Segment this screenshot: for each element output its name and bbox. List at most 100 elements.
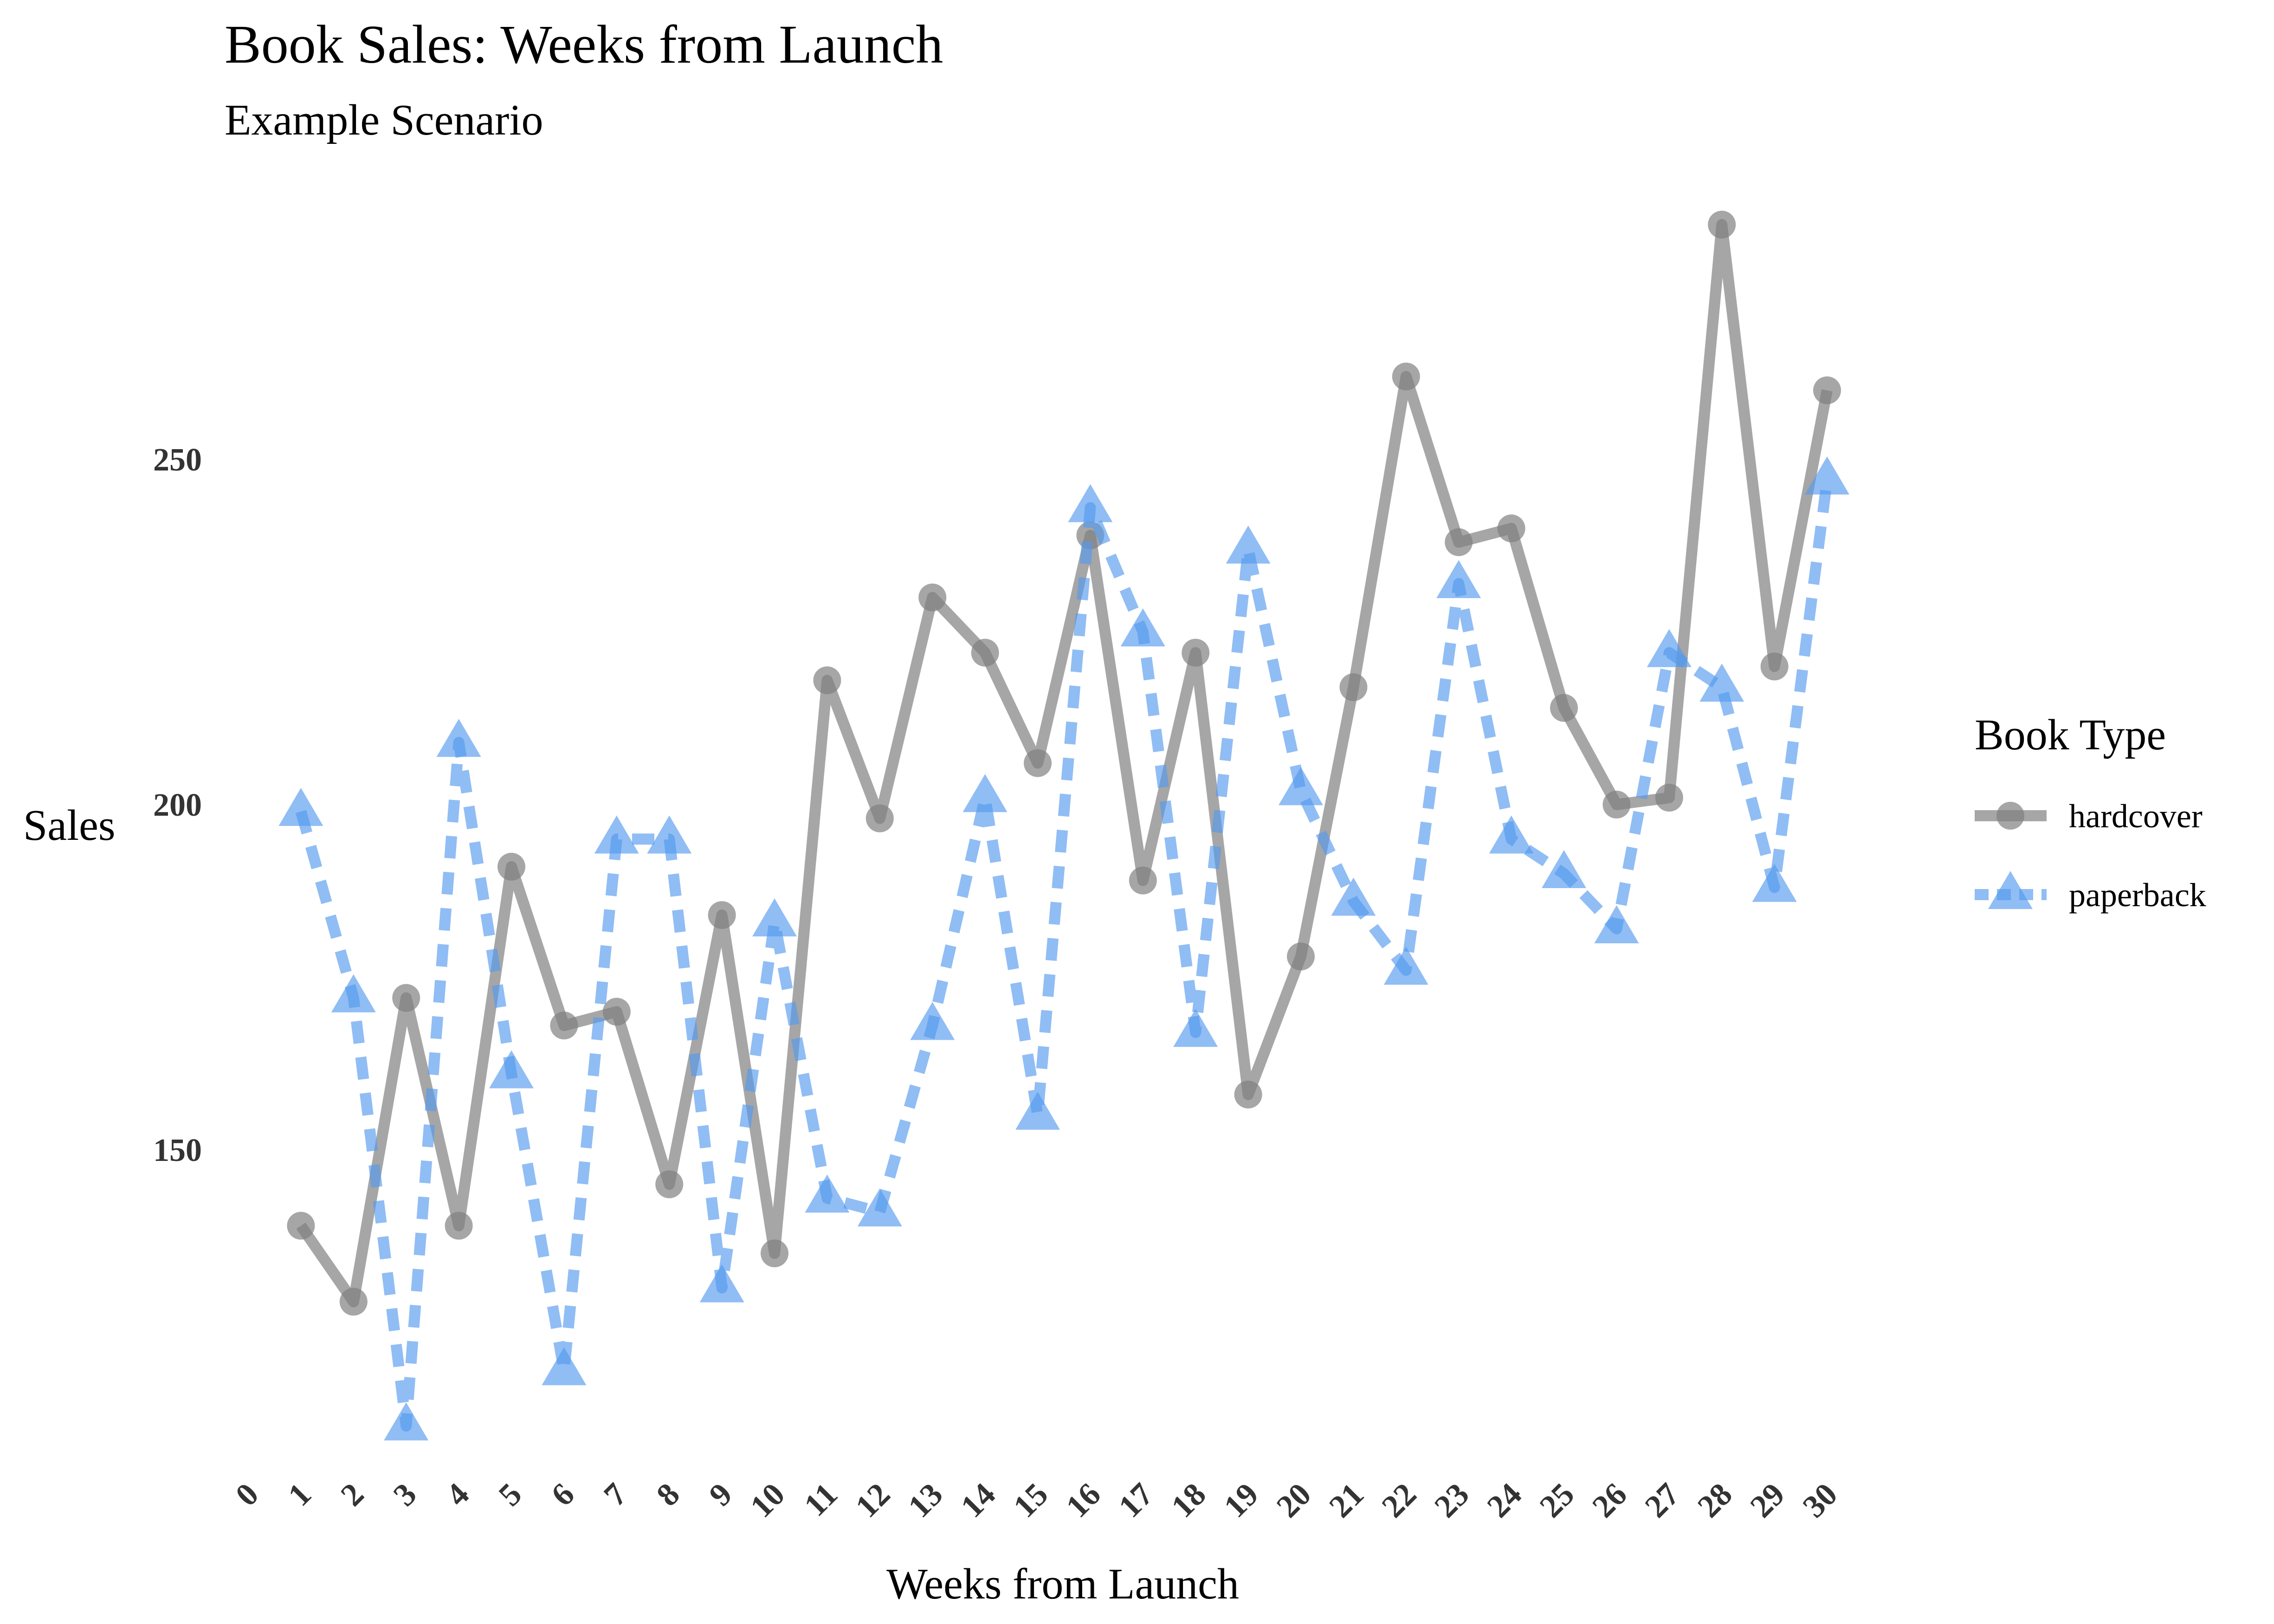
data-point-paperback: [1279, 767, 1323, 806]
x-tick-label: 25: [1533, 1476, 1581, 1525]
x-tick-label: 1: [282, 1476, 318, 1513]
x-tick-label: 23: [1428, 1476, 1476, 1525]
x-tick-label: 2: [334, 1476, 371, 1513]
data-point-paperback: [1542, 850, 1586, 888]
data-point-hardcover: [1445, 528, 1473, 556]
data-point-hardcover: [813, 666, 841, 695]
data-point-hardcover: [1760, 652, 1789, 681]
data-point-hardcover: [1602, 791, 1631, 818]
data-point-paperback: [436, 719, 481, 757]
data-point-paperback: [1699, 664, 1744, 702]
data-point-paperback: [1752, 864, 1797, 902]
data-point-hardcover: [1024, 749, 1052, 777]
x-axis-title: Weeks from Launch: [886, 1560, 1239, 1608]
chart-subtitle: Example Scenario: [225, 96, 543, 144]
x-tick-label: 13: [902, 1476, 950, 1525]
data-point-hardcover: [1182, 638, 1210, 667]
data-point-hardcover: [1655, 784, 1683, 812]
series-line-paperback: [295, 479, 1833, 1432]
x-tick-label: 9: [703, 1476, 739, 1513]
data-point-hardcover: [550, 1012, 578, 1040]
legend-label: paperback: [2069, 876, 2206, 914]
x-tick-label: 20: [1270, 1476, 1318, 1525]
series-line-hardcover: [296, 219, 1833, 1308]
data-point-hardcover: [1497, 514, 1525, 542]
data-point-paperback: [910, 1002, 955, 1040]
data-point-paperback: [1647, 629, 1692, 667]
x-tick-label: 21: [1323, 1476, 1371, 1525]
x-tick-label: 10: [743, 1476, 792, 1525]
x-tick-label: 29: [1744, 1476, 1792, 1525]
data-point-paperback: [278, 788, 323, 826]
data-point-hardcover: [1234, 1080, 1262, 1108]
data-point-hardcover: [1550, 694, 1578, 722]
data-point-paperback: [1594, 905, 1639, 943]
data-point-paperback: [384, 1402, 429, 1441]
x-tick-label: 30: [1796, 1476, 1844, 1525]
data-point-paperback: [594, 815, 639, 854]
legend-items: hardcover paperback: [1975, 798, 2206, 914]
data-point-paperback: [647, 815, 692, 854]
data-point-paperback: [1120, 608, 1165, 647]
data-point-paperback: [1489, 815, 1534, 854]
data-point-paperback: [1436, 560, 1481, 598]
data-point-hardcover: [602, 998, 631, 1026]
y-tick-label: 150: [153, 1133, 202, 1168]
data-point-paperback: [1015, 1091, 1060, 1130]
x-tick-label: 7: [597, 1476, 634, 1513]
x-tick-label: 11: [797, 1476, 844, 1523]
x-tick-label: 16: [1059, 1476, 1108, 1525]
data-point-hardcover: [655, 1170, 684, 1199]
legend-label: hardcover: [2069, 798, 2203, 835]
x-tick-label: 26: [1586, 1476, 1634, 1525]
data-point-hardcover: [392, 984, 420, 1012]
data-point-paperback: [699, 1264, 744, 1302]
x-tick-label: 8: [650, 1476, 686, 1513]
data-point-paperback: [963, 774, 1008, 812]
legend-key-marker: [1996, 802, 2024, 830]
series-hardcover: [287, 211, 1841, 1316]
data-point-hardcover: [1708, 211, 1736, 239]
data-point-hardcover: [1339, 673, 1368, 702]
x-tick-label: 19: [1217, 1476, 1266, 1525]
data-point-hardcover: [1813, 376, 1841, 405]
legend-item-paperback: paperback: [1975, 871, 2206, 914]
data-point-paperback: [805, 1174, 850, 1213]
data-point-paperback: [1331, 877, 1376, 916]
data-point-hardcover: [866, 804, 894, 832]
y-axis-title: Sales: [23, 801, 115, 850]
data-point-hardcover: [497, 852, 525, 881]
x-tick-label: 24: [1480, 1476, 1529, 1525]
data-point-hardcover: [761, 1239, 788, 1268]
y-axis-ticks: 150 200 250: [153, 442, 202, 1168]
legend-title: Book Type: [1975, 711, 2166, 759]
series-paperback: [278, 456, 1849, 1441]
data-point-hardcover: [339, 1288, 368, 1316]
legend-item-hardcover: hardcover: [1975, 798, 2203, 835]
y-tick-label: 250: [153, 442, 202, 478]
legend-key-marker: [1988, 871, 2033, 909]
x-tick-label: 6: [545, 1476, 581, 1513]
x-tick-label: 22: [1375, 1476, 1423, 1525]
data-point-hardcover: [918, 583, 947, 612]
data-point-paperback: [331, 974, 376, 1012]
data-point-hardcover: [445, 1212, 473, 1240]
data-point-paperback: [752, 898, 797, 937]
x-axis-ticks: 0 1 2 3 4 5 6 7 8 9 10 11 12 13 14 15 16 17 18 19 20 21 22 23 24…: [229, 1476, 1844, 1525]
data-point-paperback: [1805, 456, 1849, 495]
x-tick-label: 3: [387, 1476, 423, 1513]
x-tick-label: 12: [849, 1476, 897, 1525]
data-point-hardcover: [287, 1212, 315, 1240]
legend: Book Type hardcover paperback: [1975, 711, 2206, 914]
x-tick-label: 17: [1112, 1476, 1160, 1525]
data-point-hardcover: [1287, 942, 1315, 971]
x-tick-label: 27: [1638, 1476, 1686, 1525]
x-tick-label: 15: [1007, 1476, 1055, 1525]
data-point-paperback: [857, 1188, 902, 1227]
x-tick-label: 14: [954, 1476, 1002, 1525]
data-point-paperback: [489, 1050, 534, 1089]
data-point-paperback: [1068, 484, 1113, 522]
data-point-paperback: [542, 1347, 587, 1386]
x-tick-label: 0: [229, 1476, 265, 1513]
